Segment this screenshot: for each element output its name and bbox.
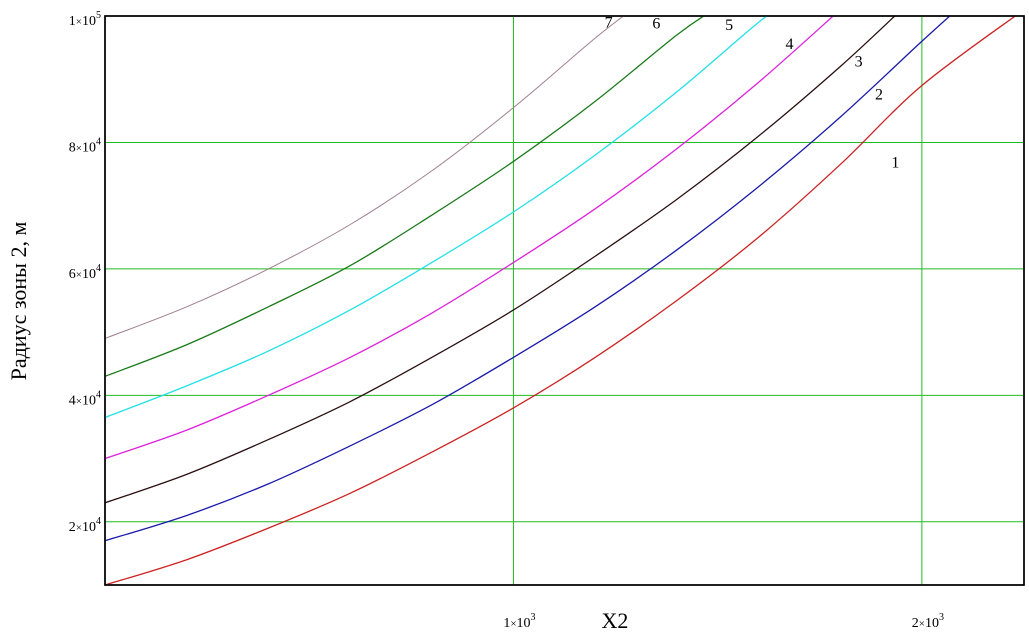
series-line-2 [105,16,951,542]
x-tick-label-1: 2×103 [912,612,944,631]
plot-frame [104,15,1025,586]
y-tick-label-1: 4×104 [69,389,101,408]
series-line-4 [105,16,835,460]
series-line-1 [105,16,1017,585]
y-tick-label-0: 2×104 [69,516,101,535]
plot-area [104,15,1025,586]
series-line-5 [105,16,768,419]
curve-label-1: 1 [891,155,899,172]
curve-label-4: 4 [786,36,794,53]
curve-label-3: 3 [855,54,863,71]
y-tick-label-3: 8×104 [69,136,101,155]
series-line-3 [105,16,896,504]
curve-label-7: 7 [605,14,613,31]
curve-label-6: 6 [652,16,660,33]
grid [105,16,1024,585]
y-tick-label-4: 1×105 [69,10,101,29]
curve-label-5: 5 [725,17,733,34]
y-tick-label-2: 6×104 [69,263,101,282]
y-tick-labels: 2×104 4×104 6×104 8×104 1×105 [69,10,101,535]
series-line-6 [105,16,705,377]
y-axis-title: Радиус зоны 2, м [6,222,31,381]
series-group [105,16,1017,585]
x-tick-labels: 1×103 2×103 [503,612,944,631]
x-tick-label-0: 1×103 [503,612,535,631]
x-axis-title: X2 [602,608,629,633]
curve-label-2: 2 [875,86,883,103]
series-line-7 [105,16,625,339]
